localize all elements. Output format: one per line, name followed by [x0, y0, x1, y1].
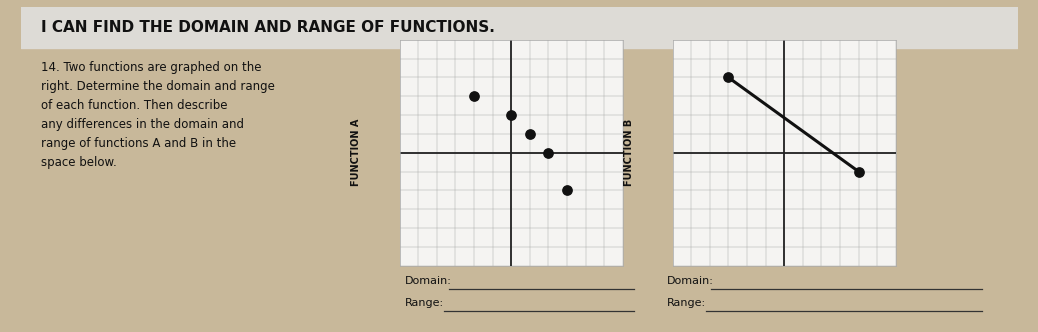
Text: Range:: Range: [405, 298, 443, 308]
Text: 14. Two functions are graphed on the
right. Determine the domain and range
of ea: 14. Two functions are graphed on the rig… [40, 61, 275, 169]
Point [720, 75, 737, 80]
Point [521, 131, 538, 136]
Point [502, 113, 519, 118]
Text: Range:: Range: [666, 298, 706, 308]
Point [540, 150, 556, 155]
Text: I CAN FIND THE DOMAIN AND RANGE OF FUNCTIONS.: I CAN FIND THE DOMAIN AND RANGE OF FUNCT… [40, 20, 494, 35]
Text: FUNCTION B: FUNCTION B [624, 119, 634, 186]
Text: Domain:: Domain: [666, 276, 713, 286]
Point [850, 169, 867, 174]
Point [466, 94, 483, 99]
Point [558, 188, 575, 193]
Text: FUNCTION A: FUNCTION A [351, 119, 361, 186]
Text: Domain:: Domain: [405, 276, 452, 286]
